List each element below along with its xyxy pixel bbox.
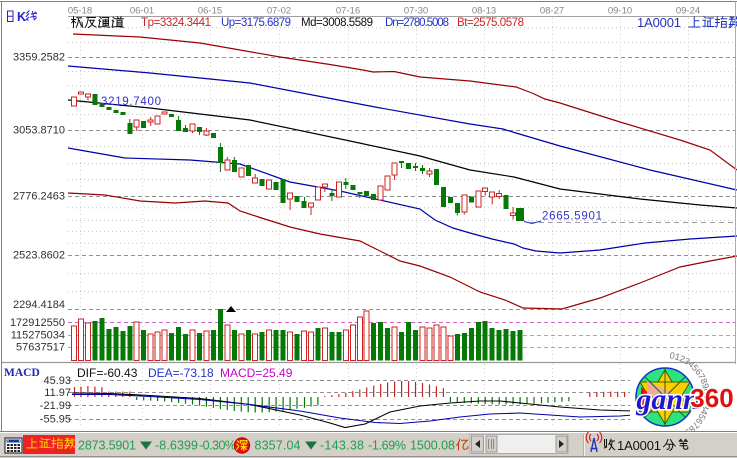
svg-text:08-27: 08-27 — [540, 6, 564, 17]
svg-text:08-13: 08-13 — [472, 6, 496, 17]
svg-text:172912550: 172912550 — [10, 317, 65, 329]
svg-text:2: 2 — [678, 353, 687, 364]
svg-text:3219.7400: 3219.7400 — [101, 96, 161, 108]
svg-text:-8.6399: -8.6399 — [155, 439, 198, 453]
svg-text:2776.2463: 2776.2463 — [13, 191, 65, 203]
svg-text:06-15: 06-15 — [198, 6, 222, 17]
svg-text:5: 5 — [697, 412, 708, 421]
svg-text:115275034: 115275034 — [11, 330, 65, 342]
svg-text:0: 0 — [701, 388, 712, 394]
svg-text:11.97: 11.97 — [44, 387, 71, 399]
svg-text:DIF=-60.43: DIF=-60.43 — [77, 366, 138, 380]
svg-text:3: 3 — [682, 356, 692, 367]
svg-text:07-16: 07-16 — [336, 6, 360, 17]
svg-text:2873.5901: 2873.5901 — [78, 439, 136, 453]
svg-text:2: 2 — [701, 399, 711, 405]
svg-text:05-18: 05-18 — [68, 6, 92, 17]
svg-text:45.93: 45.93 — [43, 375, 71, 387]
svg-text:0: 0 — [669, 350, 676, 361]
svg-text:Dn=2780.5008: Dn=2780.5008 — [385, 17, 449, 29]
svg-text:57637517: 57637517 — [16, 342, 65, 354]
svg-text:Bt=2575.0578: Bt=2575.0578 — [457, 17, 524, 29]
svg-text:-1.69%: -1.69% — [368, 439, 406, 453]
svg-text:Up=3175.6879: Up=3175.6879 — [221, 17, 291, 29]
svg-text:06-01: 06-01 — [130, 6, 154, 17]
svg-text:8357.04: 8357.04 — [255, 439, 301, 453]
svg-text:3359.2582: 3359.2582 — [13, 52, 65, 64]
svg-text:Tp=3324.3441: Tp=3324.3441 — [141, 17, 211, 29]
svg-text:1: 1 — [702, 394, 712, 399]
svg-text:8: 8 — [687, 424, 697, 435]
svg-text:MACD: MACD — [4, 367, 40, 379]
svg-text:gann: gann — [635, 383, 699, 416]
svg-text:07-30: 07-30 — [404, 6, 428, 17]
svg-text:1: 1 — [674, 351, 682, 362]
svg-text:2294.4184: 2294.4184 — [13, 299, 65, 311]
svg-text:7: 7 — [691, 420, 702, 430]
svg-text:2523.8602: 2523.8602 — [13, 250, 65, 262]
svg-text:-0.30%: -0.30% — [199, 439, 236, 453]
svg-text:09-10: 09-10 — [608, 6, 632, 17]
svg-text:K: K — [17, 10, 26, 24]
svg-text:6: 6 — [693, 367, 704, 377]
svg-text:DEA=-73.18: DEA=-73.18 — [148, 366, 214, 380]
svg-text:3: 3 — [700, 403, 711, 410]
svg-text:360: 360 — [690, 383, 733, 413]
svg-text:9: 9 — [700, 382, 711, 389]
svg-text:6: 6 — [694, 416, 705, 426]
svg-text:-143.38: -143.38 — [320, 439, 364, 453]
svg-text:2665.5901: 2665.5901 — [542, 211, 602, 223]
svg-text:5: 5 — [690, 363, 701, 374]
svg-text:4: 4 — [686, 359, 696, 370]
svg-text:07-02: 07-02 — [267, 6, 291, 17]
svg-text:1A0001: 1A0001 — [637, 15, 681, 30]
svg-text:Md=3008.5589: Md=3008.5589 — [301, 17, 373, 29]
svg-text:-21.99: -21.99 — [40, 400, 71, 412]
svg-text:1A0001: 1A0001 — [617, 438, 661, 453]
svg-text:1500.08: 1500.08 — [410, 439, 455, 453]
svg-text:4: 4 — [699, 408, 710, 416]
svg-text:-55.95: -55.95 — [40, 414, 71, 426]
svg-text:7: 7 — [696, 372, 707, 381]
svg-text:3053.8710: 3053.8710 — [13, 125, 65, 137]
svg-text:MACD=25.49: MACD=25.49 — [220, 366, 293, 380]
svg-text:8: 8 — [698, 377, 709, 385]
svg-text:09-24: 09-24 — [676, 6, 700, 17]
